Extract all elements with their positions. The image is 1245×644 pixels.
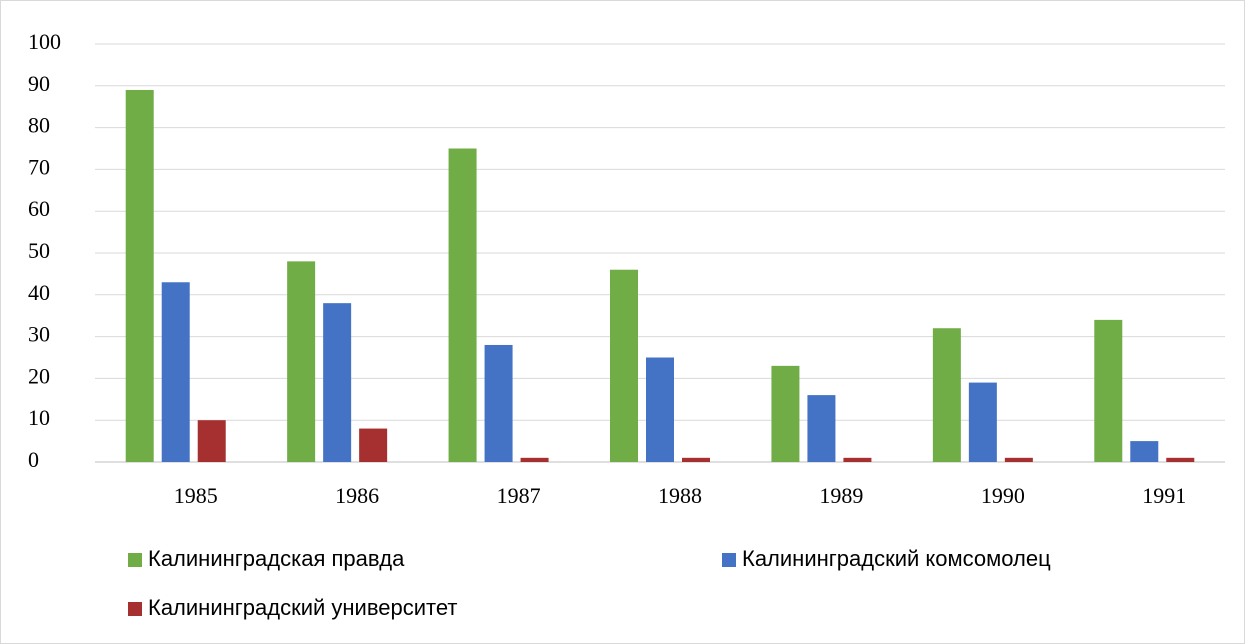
- y-tick-label: 70: [28, 154, 50, 179]
- y-tick-label: 30: [28, 322, 50, 347]
- x-tick-label: 1988: [658, 483, 702, 508]
- bar: [1094, 319, 1123, 462]
- x-tick-label: 1991: [1142, 483, 1186, 508]
- bar: [968, 382, 997, 462]
- bar: [771, 365, 800, 462]
- bar: [1130, 441, 1159, 462]
- legend-label: Калининградский университет: [148, 595, 457, 620]
- bar: [287, 261, 316, 462]
- legend-swatch: [128, 602, 142, 616]
- bar: [682, 457, 710, 462]
- y-tick-label: 40: [28, 280, 50, 305]
- bar: [932, 328, 961, 462]
- y-tick-label: 10: [28, 405, 50, 430]
- bar: [843, 457, 872, 462]
- bar: [323, 303, 352, 462]
- y-tick-label: 60: [28, 196, 50, 221]
- bar: [161, 282, 190, 462]
- legend-label: Калининградский комсомолец: [742, 546, 1051, 571]
- bar: [646, 357, 674, 462]
- y-tick-label: 0: [28, 447, 39, 472]
- bar: [610, 269, 638, 462]
- y-tick-label: 90: [28, 71, 50, 96]
- x-tick-label: 1987: [497, 483, 541, 508]
- legend-swatch: [128, 553, 142, 567]
- y-tick-label: 100: [28, 29, 61, 54]
- x-tick-label: 1990: [981, 483, 1025, 508]
- x-tick-label: 1985: [174, 483, 218, 508]
- legend-label: Калининградская правда: [148, 546, 405, 571]
- bar: [1004, 457, 1033, 462]
- x-tick-label: 1986: [335, 483, 379, 508]
- bar: [484, 344, 513, 462]
- y-tick-label: 50: [28, 238, 50, 263]
- legend-swatch: [722, 553, 736, 567]
- bar: [520, 457, 549, 462]
- y-tick-label: 80: [28, 113, 50, 138]
- bar: [1166, 457, 1195, 462]
- bar: [197, 420, 226, 462]
- x-tick-label: 1989: [819, 483, 863, 508]
- y-tick-label: 20: [28, 363, 50, 388]
- bar: [807, 395, 836, 462]
- bar: [448, 148, 477, 462]
- bar: [359, 428, 388, 462]
- bar: [125, 89, 154, 462]
